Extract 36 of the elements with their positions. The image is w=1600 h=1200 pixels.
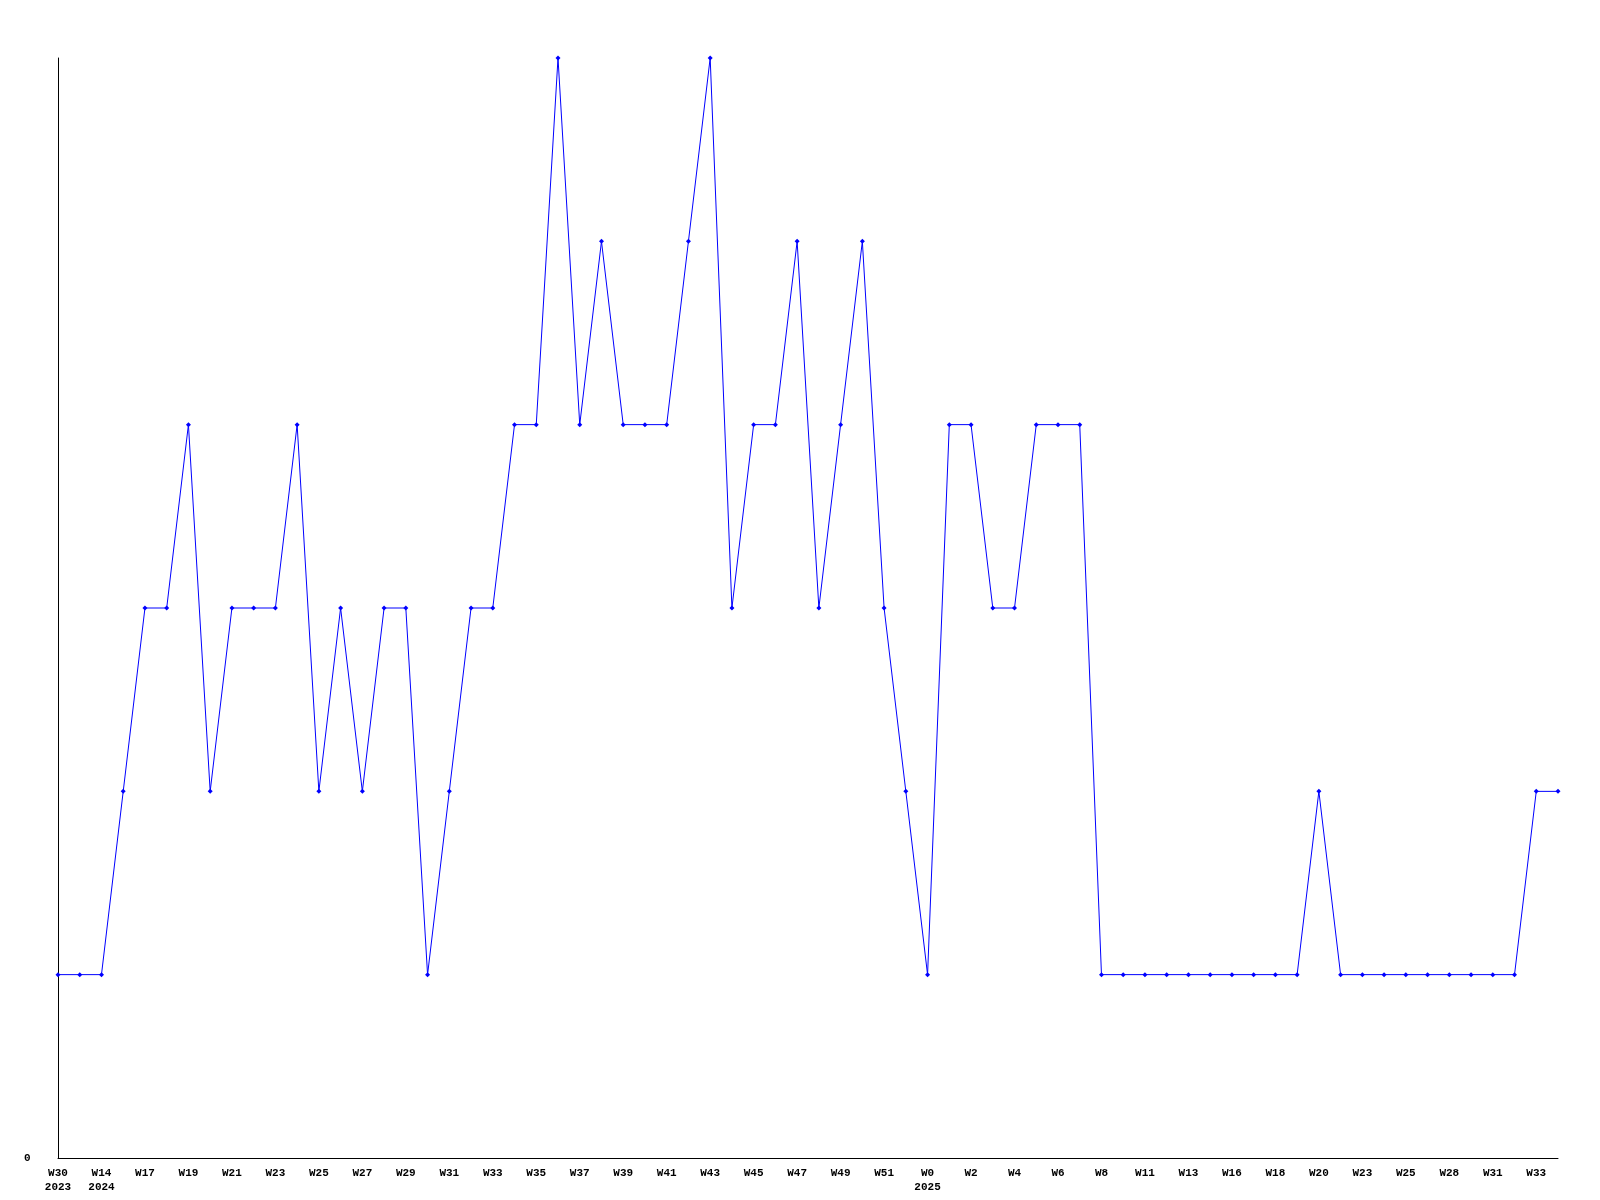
x-tick-label: W2 (964, 1167, 978, 1179)
x-tick-label: W23 (265, 1167, 286, 1179)
x-tick-label: W49 (830, 1167, 851, 1179)
x-tick-label: W19 (178, 1167, 199, 1179)
x-tick-label: W31 (1482, 1167, 1504, 1179)
x-tick-label: W13 (1178, 1167, 1199, 1179)
x-tick-label: W17 (135, 1167, 155, 1179)
x-tick-label: W27 (352, 1167, 373, 1179)
x-tick-label: W14 2024 (88, 1167, 116, 1193)
x-tick-label: W33 (1526, 1167, 1547, 1179)
x-tick-label: W8 (1094, 1167, 1109, 1179)
x-tick-label: W35 (526, 1167, 547, 1179)
x-tick-label: W31 (439, 1167, 460, 1179)
x-tick-label: W4 (1007, 1167, 1022, 1179)
x-tick-label: W25 (308, 1167, 330, 1179)
x-tick-label: W41 (656, 1167, 677, 1179)
x-tick-label: W23 (1352, 1167, 1373, 1179)
x-tick-label: W6 (1051, 1167, 1065, 1179)
x-tick-label: W39 (613, 1167, 634, 1179)
x-tick-label: W11 (1135, 1167, 1156, 1179)
x-tick-label: W18 (1265, 1167, 1286, 1179)
x-tick-label: W30 2023 (44, 1167, 72, 1193)
x-tick-label: W29 (395, 1167, 416, 1179)
x-tick-label: W43 (700, 1167, 721, 1179)
x-tick-label: W51 (874, 1167, 895, 1179)
x-tick-label: W28 (1439, 1167, 1460, 1179)
x-tick-label: W21 (222, 1167, 243, 1179)
text: 0 (24, 1151, 31, 1164)
x-tick-label: W45 (743, 1167, 764, 1179)
x-tick-label: W37 (569, 1167, 590, 1179)
x-tick-label: W25 (1395, 1167, 1417, 1179)
x-tick-label: W47 (787, 1167, 808, 1179)
x-tick-label: W33 (482, 1167, 504, 1179)
x-tick-label: W16 (1222, 1167, 1242, 1179)
x-tick-label: W20 (1308, 1167, 1329, 1179)
x-tick-label: W0 2025 (914, 1167, 942, 1193)
